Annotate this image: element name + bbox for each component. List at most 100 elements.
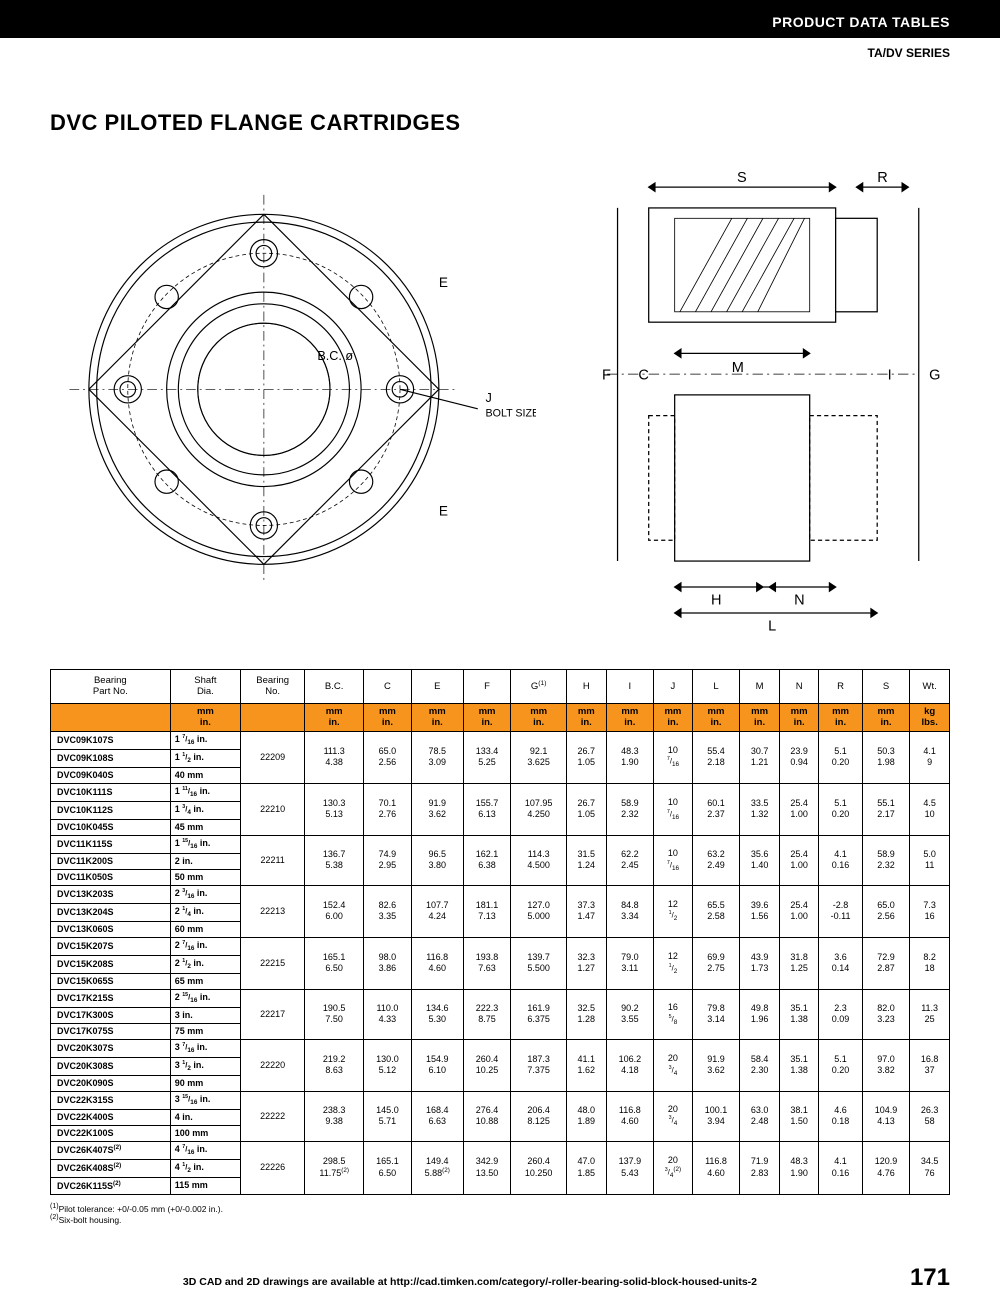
unit-header: mmin. bbox=[779, 703, 819, 731]
value-cell: 120.94.76 bbox=[862, 1141, 910, 1194]
part-no: DVC09K108S bbox=[51, 749, 171, 767]
value-cell: 100.13.94 bbox=[692, 1091, 740, 1141]
value-cell: 139.75.500 bbox=[511, 937, 567, 989]
value-cell: 219.28.63 bbox=[305, 1039, 364, 1091]
value-cell: 26.358 bbox=[910, 1091, 950, 1141]
shaft-dia: 40 mm bbox=[170, 767, 240, 783]
part-no: DVC15K208S bbox=[51, 955, 171, 973]
shaft-dia: 2 1/2 in. bbox=[170, 955, 240, 973]
shaft-dia: 2 3/16 in. bbox=[170, 885, 240, 903]
value-cell: 181.17.13 bbox=[463, 885, 511, 937]
shaft-dia: 3 in. bbox=[170, 1008, 240, 1024]
shaft-dia: 1 11/16 in. bbox=[170, 783, 240, 801]
value-cell: 71.92.83 bbox=[740, 1141, 780, 1194]
col-header: Wt. bbox=[910, 669, 950, 703]
table-row: DVC13K203S2 3/16 in.22213152.46.0082.63.… bbox=[51, 885, 950, 903]
value-cell: 91.93.62 bbox=[411, 783, 463, 835]
unit-header bbox=[241, 703, 305, 731]
shaft-dia: 4 1/2 in. bbox=[170, 1159, 240, 1177]
page-content: DVC PILOTED FLANGE CARTRIDGES bbox=[0, 60, 1000, 1224]
footnote-1: (1)Pilot tolerance: +0/-0.05 mm (+0/-0.0… bbox=[50, 1203, 950, 1214]
value-cell: 72.92.87 bbox=[862, 937, 910, 989]
value-cell: 97.03.82 bbox=[862, 1039, 910, 1091]
shaft-dia: 3 15/16 in. bbox=[170, 1091, 240, 1109]
value-cell: 65.52.58 bbox=[692, 885, 740, 937]
value-cell: 162.16.38 bbox=[463, 835, 511, 885]
value-cell: 60.12.37 bbox=[692, 783, 740, 835]
col-header: S bbox=[862, 669, 910, 703]
label-f: F bbox=[602, 367, 611, 383]
value-cell: 58.42.30 bbox=[740, 1039, 780, 1091]
value-cell: 79.83.14 bbox=[692, 989, 740, 1039]
part-no: DVC11K115S bbox=[51, 835, 171, 853]
value-cell: 206.48.125 bbox=[511, 1091, 567, 1141]
label-bc: B.C. ø bbox=[317, 349, 353, 363]
value-cell: 121/2 bbox=[654, 937, 693, 989]
shaft-dia: 115 mm bbox=[170, 1177, 240, 1194]
value-cell: 65.02.56 bbox=[862, 885, 910, 937]
value-cell: 92.13.625 bbox=[511, 731, 567, 783]
value-cell: 8.218 bbox=[910, 937, 950, 989]
part-no: DVC09K107S bbox=[51, 731, 171, 749]
shaft-dia: 50 mm bbox=[170, 869, 240, 885]
value-cell: 32.31.27 bbox=[567, 937, 607, 989]
bearing-no: 22213 bbox=[241, 885, 305, 937]
label-l: L bbox=[768, 619, 776, 634]
value-cell: 222.38.75 bbox=[463, 989, 511, 1039]
value-cell: 203/4 bbox=[654, 1039, 693, 1091]
unit-header: mmin. bbox=[567, 703, 607, 731]
col-header: C bbox=[364, 669, 412, 703]
col-header: G(1) bbox=[511, 669, 567, 703]
value-cell: 203/4 bbox=[654, 1091, 693, 1141]
part-no: DVC17K215S bbox=[51, 989, 171, 1007]
value-cell: 342.913.50 bbox=[463, 1141, 511, 1194]
value-cell: 37.31.47 bbox=[567, 885, 607, 937]
value-cell: 43.91.73 bbox=[740, 937, 780, 989]
value-cell: 168.46.63 bbox=[411, 1091, 463, 1141]
value-cell: 82.03.23 bbox=[862, 989, 910, 1039]
value-cell: 31.51.24 bbox=[567, 835, 607, 885]
footnote-2: (2)Six-bolt housing. bbox=[50, 1214, 950, 1225]
value-cell: 107/16 bbox=[654, 783, 693, 835]
value-cell: 25.41.00 bbox=[779, 885, 819, 937]
bearing-no: 22209 bbox=[241, 731, 305, 783]
label-s: S bbox=[737, 170, 747, 186]
shaft-dia: 3 7/16 in. bbox=[170, 1039, 240, 1057]
value-cell: 41.11.62 bbox=[567, 1039, 607, 1091]
value-cell: 203/4(2) bbox=[654, 1141, 693, 1194]
value-cell: 4.19 bbox=[910, 731, 950, 783]
value-cell: 63.02.48 bbox=[740, 1091, 780, 1141]
label-n: N bbox=[794, 593, 805, 609]
value-cell: 133.45.25 bbox=[463, 731, 511, 783]
part-no: DVC13K204S bbox=[51, 903, 171, 921]
value-cell: 5.10.20 bbox=[819, 783, 862, 835]
value-cell: 155.76.13 bbox=[463, 783, 511, 835]
value-cell: 98.03.86 bbox=[364, 937, 412, 989]
part-no: DVC22K100S bbox=[51, 1125, 171, 1141]
value-cell: 16.837 bbox=[910, 1039, 950, 1091]
col-header: E bbox=[411, 669, 463, 703]
unit-header: mmin. bbox=[606, 703, 654, 731]
value-cell: 48.31.90 bbox=[606, 731, 654, 783]
part-no: DVC15K207S bbox=[51, 937, 171, 955]
unit-header: mmin. bbox=[170, 703, 240, 731]
shaft-dia: 1 7/16 in. bbox=[170, 731, 240, 749]
value-cell: 104.94.13 bbox=[862, 1091, 910, 1141]
value-cell: 107/16 bbox=[654, 835, 693, 885]
label-e2: E bbox=[439, 504, 448, 519]
part-no: DVC13K060S bbox=[51, 921, 171, 937]
part-no: DVC11K050S bbox=[51, 869, 171, 885]
value-cell: 116.84.60 bbox=[411, 937, 463, 989]
part-no: DVC20K307S bbox=[51, 1039, 171, 1057]
value-cell: 130.35.13 bbox=[305, 783, 364, 835]
part-no: DVC22K400S bbox=[51, 1109, 171, 1125]
value-cell: 165.16.50 bbox=[364, 1141, 412, 1194]
value-cell: 238.39.38 bbox=[305, 1091, 364, 1141]
table-row: DVC26K407S(2)4 7/16 in.22226298.511.75(2… bbox=[51, 1141, 950, 1159]
bearing-no: 22215 bbox=[241, 937, 305, 989]
value-cell: 187.37.375 bbox=[511, 1039, 567, 1091]
shaft-dia: 2 1/4 in. bbox=[170, 903, 240, 921]
value-cell: 84.83.34 bbox=[606, 885, 654, 937]
unit-header bbox=[51, 703, 171, 731]
col-header: BearingPart No. bbox=[51, 669, 171, 703]
